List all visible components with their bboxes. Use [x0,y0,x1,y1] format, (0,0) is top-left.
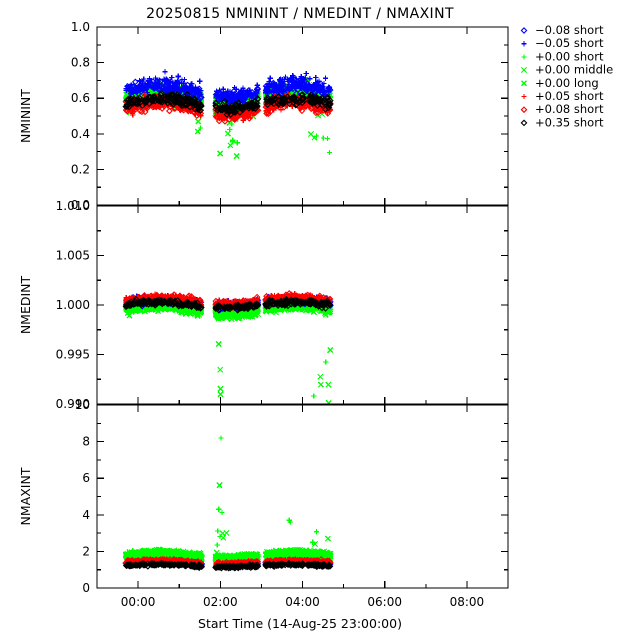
legend-item-3[interactable]: +0.00 middle [520,63,613,77]
legend-label: −0.08 short [535,23,604,37]
y-tick-label: 0 [82,581,90,595]
y-tick-label: 0.4 [71,127,90,141]
y-tick-label: 0.6 [71,91,90,105]
outlier-point [287,519,293,525]
y-tick-label: 8 [82,435,90,449]
x-tick-label: 00:00 [121,595,156,609]
series--0-05-short [123,69,333,107]
series--0-35-short [122,295,334,314]
y-tick-label: 1.0 [71,20,90,34]
legend-label: +0.08 short [535,102,604,116]
x-tick-label: 02:00 [203,595,238,609]
legend-item-7[interactable]: +0.35 short [520,115,604,129]
x-tick-label: 06:00 [367,595,402,609]
y-tick-label: 0.995 [56,348,90,362]
figure-title: 20250815 NMININT / NMEDINT / NMAXINT [146,6,454,22]
outlier-point [216,482,223,489]
y-tick-label: 0.8 [71,56,90,70]
series--0-35-short [122,559,334,572]
y-tick-label: 1.010 [56,199,90,213]
panel-nminint: 0.0 0.2 0.4 0.6 0.8 1.0 NMININT [18,20,509,212]
x-tick-label: 04:00 [285,595,320,609]
x-axis-label: Start Time (14-Aug-25 23:00:00) [198,616,402,631]
y-tick-label: 0.2 [71,162,90,176]
legend-label: +0.00 short [535,49,604,63]
legend-label: +0.00 middle [535,63,613,77]
legend-item-5[interactable]: +0.05 short [521,89,604,103]
y-tick-label: 6 [82,471,90,485]
y-tick-label: 10 [75,398,90,412]
legend-label: +0.35 short [535,115,604,129]
panels-group: 0.0 0.2 0.4 0.6 0.8 1.0 NMININT 0.990 0.995 1.000… [18,20,509,609]
y-tick-label: 1.005 [56,249,90,263]
legend-label: −0.05 short [535,36,604,50]
y-axis-label-nmedint: NMEDINT [18,275,33,334]
legend-group: −0.08 short−0.05 short+0.00 short+0.00 m… [520,23,613,129]
data-points [122,290,334,404]
outlier-point [219,510,225,516]
legend-item-1[interactable]: −0.05 short [521,36,604,50]
legend-label: +0.00 long [535,76,599,90]
data-points [122,435,334,572]
y-axis-label-nminint: NMININT [18,89,33,143]
panel-nmedint: 0.990 0.995 1.000 1.005 1.010 NMEDINT [18,199,509,411]
series--0-35-short [122,89,334,119]
outlier-point [216,506,222,512]
y-tick-label: 2 [82,544,90,558]
y-tick-label: 0.0 [71,198,90,212]
y-tick-label: 1.000 [56,298,90,312]
outlier-point [218,435,224,441]
y-tick-label: 0.990 [56,397,90,411]
legend-item-0[interactable]: −0.08 short [520,23,604,37]
legend-item-6[interactable]: +0.08 short [520,102,604,116]
x-tick-label: 08:00 [450,595,485,609]
y-axis-label-nmaxint: NMAXINT [18,467,33,525]
data-points [122,69,334,160]
legend-label: +0.05 short [535,89,604,103]
panel-nmaxint: 0 2 4 6 8 10 00:00 02:00 04:00 06:00 08:00 NMAXINT [18,398,509,609]
legend-item-4[interactable]: +0.00 long [520,76,599,90]
y-tick-label: 4 [82,508,90,522]
legend-item-2[interactable]: +0.00 short [521,49,604,63]
